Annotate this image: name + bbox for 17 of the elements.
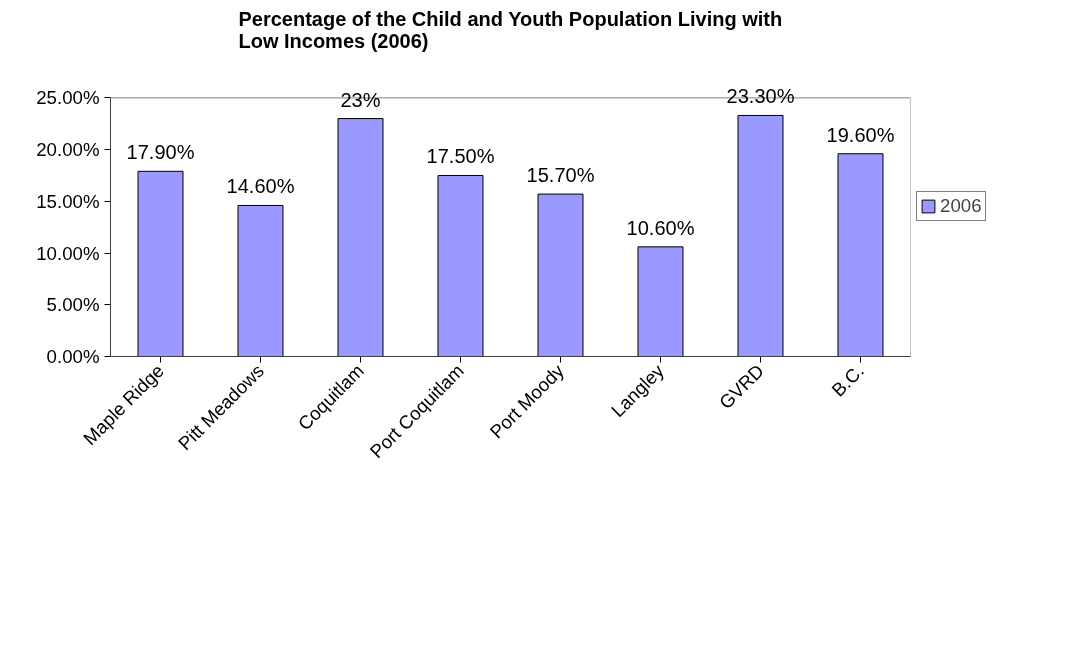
data-label: 14.60% [226, 175, 295, 198]
y-tick-label: 15.00% [36, 190, 100, 212]
y-tick-label: 25.00% [36, 87, 100, 109]
data-label: 17.90% [126, 141, 195, 164]
y-tick-label: 0.00% [46, 346, 100, 367]
y-tick-label: 10.00% [36, 242, 100, 264]
data-label: 23.30% [726, 85, 795, 108]
data-label: 23% [340, 88, 381, 111]
x-tick-label: B.C. [827, 360, 868, 401]
data-label: 19.60% [826, 123, 895, 146]
chart-title: Percentage of the Child and Youth Population Living with Low Incomes (2006) [238, 7, 783, 52]
data-label: 17.50% [426, 145, 495, 168]
legend-label: 2006 [940, 195, 982, 217]
y-tick-label: 5.00% [46, 294, 100, 316]
y-tick-label: 20.00% [36, 139, 100, 161]
data-label: 10.60% [626, 216, 695, 239]
data-label: 15.70% [526, 164, 595, 187]
